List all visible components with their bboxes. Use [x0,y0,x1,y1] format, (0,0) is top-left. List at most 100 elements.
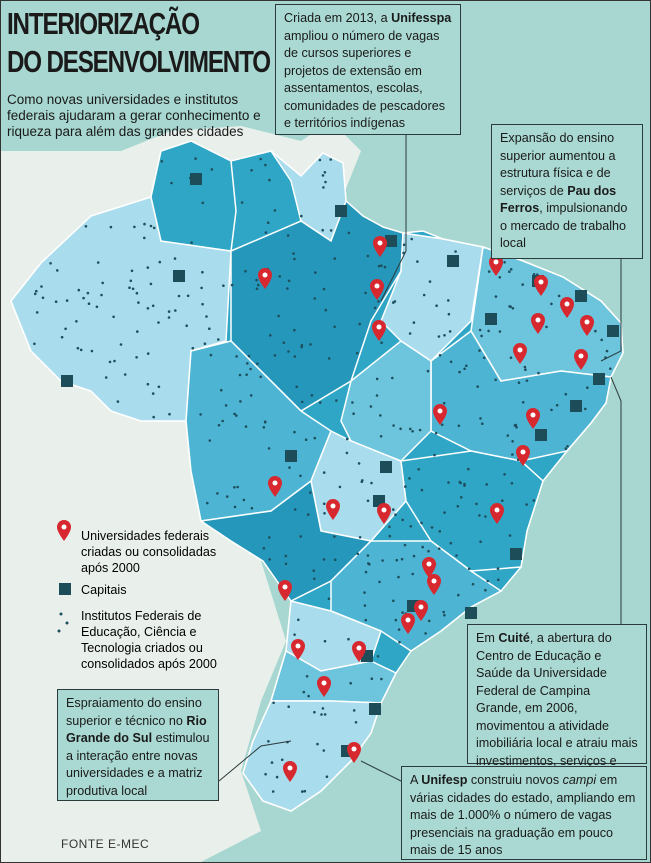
pin [513,343,527,364]
institute-dot [399,427,402,431]
pin-hole [272,480,278,486]
annotation-text: Expansão do ensino superior aumentou a e… [500,131,616,198]
institute-dot [408,477,411,480]
institute-dot [266,221,270,224]
institute-dot [323,512,326,515]
institute-dot [56,269,59,272]
institute-dot [379,414,382,417]
institute-dot [481,422,484,426]
institute-dot [440,423,444,427]
institute-dot [501,499,504,503]
institute-dot [133,225,136,229]
institute-dot [104,376,108,379]
institute-dot [395,558,399,562]
institute-dot [264,163,267,167]
institute-dot [345,451,349,455]
institute-dot [356,552,360,556]
institute-dot [236,485,239,489]
institute-dot [487,270,491,273]
institute-dot [287,350,290,353]
institute-dot [383,265,387,269]
institute-dot [557,294,561,298]
institute-dot [438,354,442,357]
institute-dot [349,681,353,685]
institute-dot [525,379,529,383]
institute-dot [467,467,470,471]
institute-dot [498,330,502,333]
institute-dot [75,320,78,323]
institute-dot [380,341,383,345]
pin-hole [262,272,268,278]
institute-dot [146,352,150,355]
institute-dot [420,488,424,492]
pin [574,349,588,370]
pin [531,313,545,334]
institute-dot [225,495,229,498]
institute-dot [136,330,139,333]
legend-item: Universidades federais criadas ou consol… [81,529,217,575]
institute-dot [299,535,303,538]
annotation-text: construiu novos [467,773,563,787]
institute-dot [209,353,213,357]
institute-dot [271,790,275,793]
institute-dot [264,772,267,776]
institute-dot [293,633,296,636]
institute-dot [129,279,133,283]
institute-dot [424,632,427,635]
institute-dot [496,567,500,570]
pin-hole [377,240,383,246]
institute-dot [177,294,181,298]
institute-dot [609,367,612,371]
institute-dot [437,547,441,550]
institute-dot [77,288,81,292]
institute-dot [222,284,225,288]
annotation: Em Cuité, a abertura do Centro de Educaç… [467,624,647,785]
institute-dot [443,334,446,337]
institute-dot [152,226,156,230]
pin-hole [493,259,499,265]
institute-dot [173,257,177,260]
pin-hole [418,604,424,610]
institute-dot [398,640,401,644]
institute-dot [381,559,384,562]
institute-dot [467,567,471,571]
annotation-text: A [410,773,422,787]
institute-dot [555,403,559,407]
institute-dot [408,332,412,335]
institute-dot [220,388,223,392]
annotation-text: , a abertura do Centro de Educação e Saú… [476,631,638,785]
institute-dot [216,492,219,495]
institute-dot [321,174,325,177]
institute-dot [151,392,155,395]
capital [570,400,582,412]
institute-dot [217,338,220,341]
institute-dot [322,471,326,474]
institute-dot [295,385,299,389]
institute-dot [324,308,328,312]
institute-dot [356,351,359,355]
institute-dot [201,302,204,306]
institute-dot [426,369,430,373]
institute-dot [454,250,457,253]
institute-dot [412,554,416,558]
institute-dot [293,355,297,358]
institute-dot [418,428,422,432]
institute-dot [508,270,511,274]
institute-dot [268,558,272,561]
pin-hole [426,561,432,567]
annotation-text: Unifesspa [391,11,452,25]
institute-dot [146,266,150,269]
institute-dot [447,299,450,302]
institute-dot [442,610,446,614]
institute-dot [564,392,568,396]
institute-dot [244,425,248,428]
institute-dot [345,437,349,441]
pin [401,613,415,634]
institute-dot [235,355,238,358]
institute-dot [449,360,453,364]
institute-dot [438,530,442,533]
pin-hole [437,408,443,414]
institute-dot [380,677,383,681]
pin-hole [282,584,288,590]
institute-dot [352,709,356,712]
